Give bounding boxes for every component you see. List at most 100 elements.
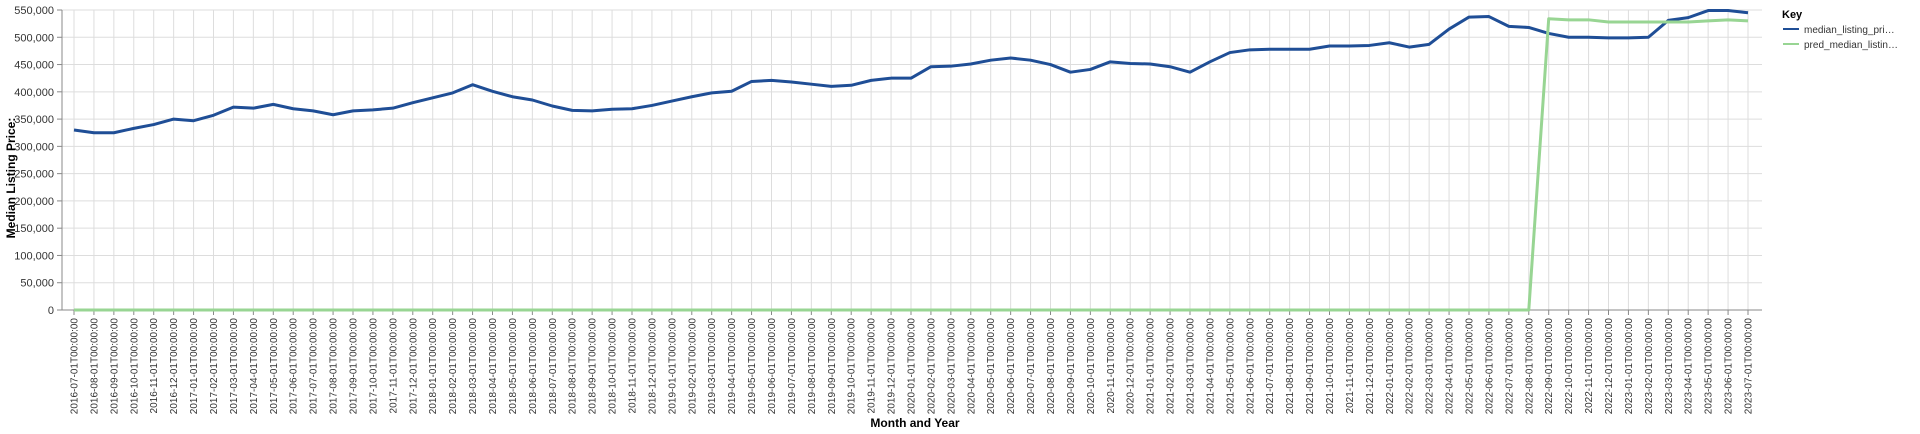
x-axis-title: Month and Year [870,416,959,430]
x-tick-label: 2023-01-01T00:00:00 [1624,318,1635,415]
y-tick-label: 350,000 [14,114,54,126]
x-tick-label: 2017-04-01T00:00:00 [249,318,260,415]
x-tick-label: 2019-08-01T00:00:00 [807,318,818,415]
y-tick-label: 450,000 [14,60,54,72]
x-tick-label: 2021-08-01T00:00:00 [1285,318,1296,415]
x-tick-label: 2022-09-01T00:00:00 [1544,318,1555,415]
x-tick-label: 2020-07-01T00:00:00 [1026,318,1037,415]
series-line-2 [74,17,1749,312]
x-tick-label: 2020-03-01T00:00:00 [946,318,957,415]
x-tick-label: 2021-02-01T00:00:00 [1166,318,1177,415]
x-tick-label: 2019-06-01T00:00:00 [767,318,778,415]
x-tick-label: 2022-08-01T00:00:00 [1524,318,1535,415]
x-tick-label: 2020-06-01T00:00:00 [1006,318,1017,415]
x-tick-label: 2023-04-01T00:00:00 [1684,318,1695,415]
x-tick-label: 2016-12-01T00:00:00 [169,318,180,415]
x-tick-label: 2018-11-01T00:00:00 [628,318,639,414]
x-tick-label: 2017-03-01T00:00:00 [229,318,240,415]
x-axis-ticks: 2016-07-01T00:00:00 2016-08-01T00:00:00 20… [70,310,1755,414]
x-tick-label: 2016-10-01T00:00:00 [129,318,140,415]
y-tick-label: 500,000 [14,32,54,44]
x-tick-label: 2019-01-01T00:00:00 [667,318,678,415]
x-tick-label: 2021-04-01T00:00:00 [1205,318,1216,415]
x-tick-label: 2022-01-01T00:00:00 [1385,318,1396,415]
x-tick-label: 2019-02-01T00:00:00 [687,318,698,415]
x-tick-label: 2018-05-01T00:00:00 [508,318,519,415]
x-tick-label: 2023-07-01T00:00:00 [1744,318,1755,415]
x-tick-label: 2022-11-01T00:00:00 [1584,318,1595,414]
x-tick-label: 2017-05-01T00:00:00 [269,318,280,415]
x-tick-label: 2018-09-01T00:00:00 [588,318,599,415]
x-tick-label: 2020-02-01T00:00:00 [926,318,937,415]
x-tick-label: 2020-08-01T00:00:00 [1046,318,1057,415]
x-tick-label: 2018-12-01T00:00:00 [647,318,658,415]
x-tick-label: 2019-12-01T00:00:00 [887,318,898,415]
x-tick-label: 2021-11-01T00:00:00 [1345,318,1356,414]
x-tick-label: 2019-10-01T00:00:00 [847,318,858,415]
x-tick-label: 2023-05-01T00:00:00 [1704,318,1715,415]
series-line-1 [73,9,1749,135]
x-tick-label: 2020-09-01T00:00:00 [1066,318,1077,415]
x-tick-label: 2021-01-01T00:00:00 [1146,318,1157,415]
y-tick-label: 150,000 [14,223,54,235]
grid-lines [62,9,1762,311]
x-tick-label: 2019-09-01T00:00:00 [827,318,838,415]
x-tick-label: 2018-02-01T00:00:00 [448,318,459,415]
x-tick-label: 2022-12-01T00:00:00 [1604,318,1615,415]
legend-title: Key [1782,9,1803,21]
x-tick-label: 2021-07-01T00:00:00 [1265,318,1276,415]
y-tick-label: 250,000 [14,169,54,181]
y-tick-label: 550,000 [14,5,54,17]
x-tick-label: 2021-10-01T00:00:00 [1325,318,1336,415]
x-tick-label: 2023-02-01T00:00:00 [1644,318,1655,415]
x-tick-label: 2022-06-01T00:00:00 [1484,318,1495,415]
x-tick-label: 2021-03-01T00:00:00 [1186,318,1197,415]
x-tick-label: 2021-06-01T00:00:00 [1245,318,1256,415]
x-tick-label: 2018-03-01T00:00:00 [468,318,479,415]
x-tick-label: 2022-04-01T00:00:00 [1445,318,1456,415]
x-tick-label: 2016-11-01T00:00:00 [149,318,160,414]
x-tick-label: 2020-01-01T00:00:00 [907,318,918,415]
x-tick-label: 2018-01-01T00:00:00 [428,318,439,415]
x-tick-label: 2019-03-01T00:00:00 [707,318,718,415]
y-tick-label: 100,000 [14,250,54,262]
y-axis-ticks: 0 50,000 100,000 150,000 200,000 250,000 300,0… [14,5,62,317]
x-tick-label: 2017-06-01T00:00:00 [289,318,300,415]
x-tick-label: 2018-10-01T00:00:00 [608,318,619,415]
x-tick-label: 2022-02-01T00:00:00 [1405,318,1416,415]
x-tick-label: 2020-12-01T00:00:00 [1126,318,1137,415]
series-lines [73,9,1749,312]
x-tick-label: 2018-06-01T00:00:00 [528,318,539,415]
x-tick-label: 2016-08-01T00:00:00 [89,318,100,415]
x-tick-label: 2022-03-01T00:00:00 [1425,318,1436,415]
x-tick-label: 2016-07-01T00:00:00 [70,318,81,415]
x-tick-label: 2017-09-01T00:00:00 [349,318,360,415]
x-tick-label: 2021-12-01T00:00:00 [1365,318,1376,415]
axes [61,10,1762,311]
x-tick-label: 2016-09-01T00:00:00 [109,318,120,415]
y-tick-label: 300,000 [14,141,54,153]
y-axis-title: Median Listing Price: [4,118,18,239]
x-tick-label: 2022-07-01T00:00:00 [1504,318,1515,415]
x-tick-label: 2023-03-01T00:00:00 [1664,318,1675,415]
x-tick-label: 2017-02-01T00:00:00 [209,318,220,415]
x-tick-label: 2019-11-01T00:00:00 [867,318,878,414]
x-tick-label: 2019-05-01T00:00:00 [747,318,758,415]
x-tick-label: 2017-12-01T00:00:00 [408,318,419,415]
legend-label: median_listing_pri… [1804,25,1895,36]
x-tick-label: 2020-11-01T00:00:00 [1106,318,1117,414]
x-tick-label: 2020-04-01T00:00:00 [966,318,977,415]
legend: Key median_listing_pri… pred_median_listi… [1782,9,1898,51]
x-tick-label: 2021-09-01T00:00:00 [1305,318,1316,415]
x-tick-label: 2019-04-01T00:00:00 [727,318,738,415]
x-tick-label: 2017-11-01T00:00:00 [388,318,399,414]
x-tick-label: 2018-07-01T00:00:00 [548,318,559,415]
x-tick-label: 2018-04-01T00:00:00 [488,318,499,415]
y-tick-label: 50,000 [20,278,54,290]
x-tick-label: 2017-07-01T00:00:00 [309,318,320,415]
legend-label: pred_median_listin… [1804,40,1898,51]
x-tick-label: 2021-05-01T00:00:00 [1225,318,1236,415]
x-tick-label: 2023-06-01T00:00:00 [1724,318,1735,415]
x-tick-label: 2018-08-01T00:00:00 [568,318,579,415]
